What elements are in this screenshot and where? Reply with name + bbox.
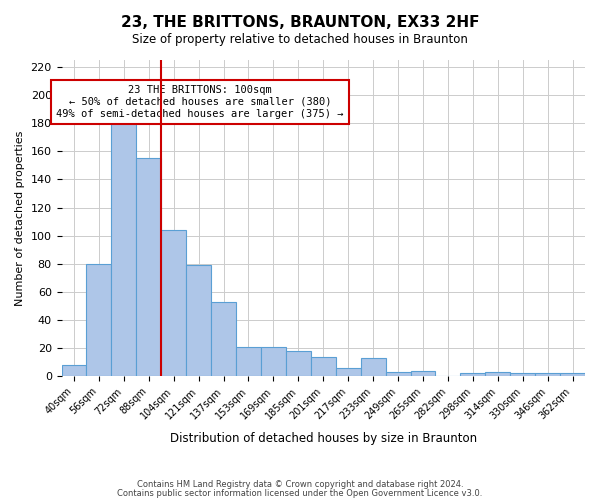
X-axis label: Distribution of detached houses by size in Braunton: Distribution of detached houses by size … xyxy=(170,432,477,445)
Text: Contains HM Land Registry data © Crown copyright and database right 2024.: Contains HM Land Registry data © Crown c… xyxy=(137,480,463,489)
Bar xyxy=(510,374,535,376)
Bar xyxy=(86,264,112,376)
Bar xyxy=(211,302,236,376)
Bar xyxy=(136,158,161,376)
Y-axis label: Number of detached properties: Number of detached properties xyxy=(15,130,25,306)
Bar xyxy=(236,346,261,376)
Bar xyxy=(286,351,311,376)
Bar xyxy=(361,358,386,376)
Bar xyxy=(186,265,211,376)
Bar xyxy=(535,374,560,376)
Bar xyxy=(311,356,336,376)
Bar xyxy=(62,365,86,376)
Bar xyxy=(261,346,286,376)
Bar xyxy=(386,372,410,376)
Text: 23, THE BRITTONS, BRAUNTON, EX33 2HF: 23, THE BRITTONS, BRAUNTON, EX33 2HF xyxy=(121,15,479,30)
Bar xyxy=(460,374,485,376)
Bar xyxy=(161,230,186,376)
Bar xyxy=(560,374,585,376)
Text: Size of property relative to detached houses in Braunton: Size of property relative to detached ho… xyxy=(132,32,468,46)
Bar xyxy=(336,368,361,376)
Bar xyxy=(485,372,510,376)
Text: Contains public sector information licensed under the Open Government Licence v3: Contains public sector information licen… xyxy=(118,488,482,498)
Text: 23 THE BRITTONS: 100sqm
← 50% of detached houses are smaller (380)
49% of semi-d: 23 THE BRITTONS: 100sqm ← 50% of detache… xyxy=(56,86,344,118)
Bar xyxy=(112,122,136,376)
Bar xyxy=(410,370,436,376)
